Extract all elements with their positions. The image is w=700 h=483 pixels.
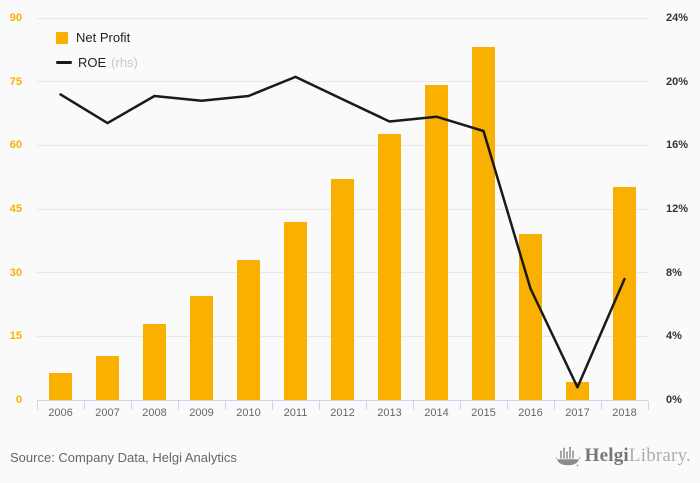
right-axis-label: 0% [666,394,682,406]
x-axis-label: 2014 [424,407,449,419]
x-axis-label: 2006 [48,407,73,419]
bar-2006[interactable] [49,373,72,400]
helgi-library-logo[interactable]: Helgi Library. [555,444,691,468]
ship-icon [555,446,580,467]
right-axis-label: 8% [666,266,682,279]
source-text: Source: Company Data, Helgi Analytics [10,450,237,465]
x-axis-label: 2017 [565,407,590,419]
bar-2010[interactable] [237,259,260,400]
legend-square-marker [56,31,68,44]
right-axis-label: 20% [666,75,689,88]
bar-2015[interactable] [472,46,495,400]
legend-suffix: (rhs) [111,55,138,70]
legend-label: Net Profit [76,30,131,45]
gridline [37,81,648,83]
x-axis-tick [366,401,367,410]
x-axis-tick [507,401,508,410]
x-axis-tick [131,401,132,410]
right-axis-label: 12% [666,203,689,215]
x-axis-tick [272,401,273,410]
legend-line-marker [56,61,72,64]
bar-2007[interactable] [96,356,119,400]
logo-text-primary: Helgi [584,445,629,466]
legend-label: ROE [78,55,107,70]
x-axis-label: 2009 [189,407,214,419]
left-axis-label: 90 [9,12,22,24]
left-axis-label: 60 [9,139,22,152]
x-axis-tick [178,401,179,410]
x-axis-line [37,400,648,401]
legend-item-roe[interactable]: ROE (rhs) [56,50,138,75]
right-axis-label: 16% [666,139,689,152]
logo-text-secondary: Library. [628,445,691,466]
x-axis-label: 2013 [377,407,402,419]
bar-2017[interactable] [566,381,589,400]
x-axis-label: 2007 [95,407,120,419]
bar-2012[interactable] [331,178,354,400]
x-axis-tick [460,401,461,410]
x-axis-tick [601,401,602,410]
left-axis-label: 45 [9,203,22,215]
x-axis-label: 2015 [471,407,496,419]
bar-2018[interactable] [613,187,636,400]
bar-2014[interactable] [425,85,448,400]
x-axis-label: 2012 [330,407,355,419]
left-axis-label: 75 [9,75,22,88]
x-axis-label: 2008 [142,407,167,419]
right-axis-label: 4% [666,330,682,343]
bar-2009[interactable] [190,296,213,400]
left-axis-label: 15 [9,330,22,343]
x-axis-tick [37,401,38,410]
right-axis-label: 24% [666,12,689,24]
left-axis-label: 0 [15,394,22,406]
gridline [37,17,648,19]
legend-item-net-profit[interactable]: Net Profit [56,25,138,50]
bar-2016[interactable] [519,233,542,400]
bar-2011[interactable] [284,222,307,400]
x-axis-label: 2018 [612,407,637,419]
bar-2013[interactable] [378,133,401,400]
x-axis-label: 2010 [236,407,261,419]
x-axis-tick [554,401,555,410]
x-axis-tick [413,401,414,410]
bar-2008[interactable] [143,324,166,400]
x-axis-label: 2016 [518,407,543,419]
x-axis-tick [319,401,320,410]
gridline [37,144,648,146]
x-axis-label: 2011 [283,407,308,419]
chart-legend: Net Profit ROE (rhs) [56,25,138,75]
x-axis-tick [84,401,85,410]
left-axis-label: 30 [9,266,22,279]
x-axis-tick [225,401,226,410]
x-axis-tick [648,401,649,410]
